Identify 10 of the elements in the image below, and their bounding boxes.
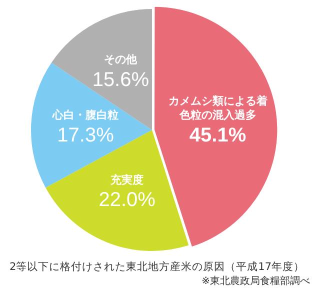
slice-label: 充実度 xyxy=(110,174,144,187)
data-label: 15.6% xyxy=(92,68,150,91)
slice-label: カメムシ類による着色粒の混入過多 xyxy=(168,94,268,122)
data-label: 45.1% xyxy=(189,124,246,146)
data-label: 17.3% xyxy=(57,124,114,146)
data-label: 22.0% xyxy=(98,189,156,212)
slice-label: その他 xyxy=(104,53,138,66)
text: ※東北農政局食糧部調べ xyxy=(200,274,311,288)
text: 2等以下に格付けされた東北地方産米の原因（平成17年度） xyxy=(8,260,306,274)
slice-label: 心白・腹白粒 xyxy=(52,108,119,122)
